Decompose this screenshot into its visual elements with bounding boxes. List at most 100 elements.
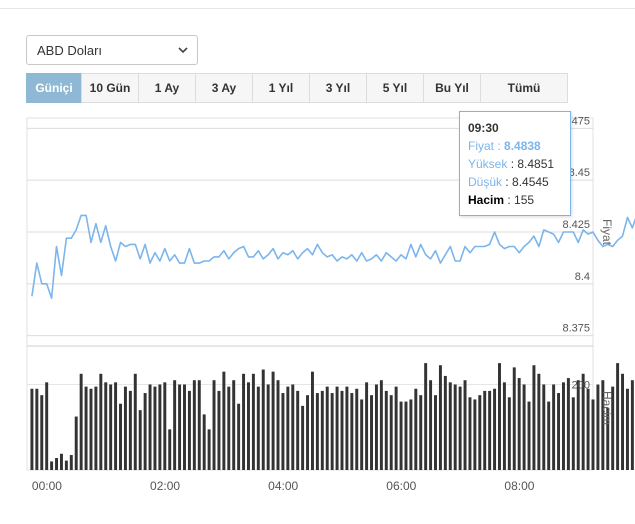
- top-divider: [0, 8, 635, 9]
- volume-bar: [394, 386, 398, 470]
- volume-bar: [630, 380, 634, 470]
- volume-bar: [217, 390, 221, 470]
- volume-bar: [478, 395, 482, 470]
- volume-bar: [547, 401, 551, 470]
- volume-bar: [473, 399, 477, 470]
- volume-bar: [616, 363, 620, 470]
- volume-bar: [611, 386, 615, 470]
- volume-bar: [325, 386, 329, 470]
- tooltip-volume-label: Hacim: [468, 193, 505, 207]
- volume-bar: [527, 401, 531, 470]
- volume-bar: [517, 378, 521, 470]
- volume-bar: [596, 384, 600, 470]
- volume-bar: [502, 382, 506, 470]
- volume-bar: [232, 380, 236, 470]
- volume-bar: [197, 380, 201, 470]
- volume-bar: [128, 390, 132, 470]
- volume-bar: [143, 393, 147, 470]
- volume-bar: [55, 458, 59, 470]
- volume-bar: [561, 382, 565, 470]
- volume-bar: [74, 416, 78, 470]
- volume-bar: [389, 395, 393, 470]
- volume-bar: [40, 395, 44, 470]
- volume-bar: [84, 386, 88, 470]
- tooltip-high-value: 8.4851: [517, 157, 555, 171]
- grid-lines: [27, 127, 593, 385]
- volume-axis-title: Hacim: [600, 391, 614, 425]
- volume-bar: [109, 384, 113, 470]
- volume-bar: [291, 384, 295, 470]
- chevron-down-icon: [178, 47, 188, 54]
- volume-bar: [419, 395, 423, 470]
- volume-bar: [591, 399, 595, 470]
- volume-bar: [438, 365, 442, 470]
- volume-bar: [443, 375, 447, 470]
- volume-bar: [94, 386, 98, 470]
- price-line: [31, 214, 635, 300]
- volume-bar: [192, 380, 196, 470]
- volume-bar: [30, 388, 34, 470]
- volume-bar: [64, 460, 68, 470]
- volume-bar: [488, 390, 492, 470]
- volume-bar: [365, 382, 369, 470]
- volume-bar: [458, 386, 462, 470]
- volume-bar: [586, 388, 590, 470]
- volume-bar: [453, 384, 457, 470]
- volume-bar: [266, 384, 270, 470]
- price-tick-label: 8.4: [575, 271, 590, 283]
- price-series: [31, 214, 635, 300]
- volume-bar: [173, 380, 177, 470]
- volume-bar: [306, 395, 310, 470]
- volume-bar: [468, 397, 472, 470]
- volume-bar: [360, 399, 364, 470]
- price-tick-label: 8.45: [569, 167, 590, 179]
- volume-bar: [104, 382, 108, 470]
- volume-bar: [310, 371, 314, 470]
- x-tick-label: 00:00: [32, 479, 62, 493]
- volume-bar: [59, 453, 63, 470]
- tab-gunici[interactable]: Güniçi: [26, 73, 82, 103]
- volume-bar: [301, 405, 305, 470]
- volume-bar: [374, 384, 378, 470]
- volume-bar: [571, 397, 575, 470]
- currency-select[interactable]: ABD Doları: [26, 35, 198, 65]
- volume-bar: [512, 367, 516, 470]
- tab-1-yil[interactable]: 1 Yıl: [252, 73, 310, 103]
- price-tick-label: 8.425: [562, 219, 590, 231]
- data-tooltip: 09:30 Fiyat : 8.4838 Yüksek : 8.4851 Düş…: [459, 111, 571, 216]
- volume-bar: [424, 363, 428, 470]
- volume-bar: [50, 461, 54, 470]
- volume-bar: [114, 382, 118, 470]
- volume-bar: [355, 388, 359, 470]
- volume-bar: [429, 380, 433, 470]
- tooltip-high-label: Yüksek: [468, 157, 508, 171]
- tab-10-gun[interactable]: 10 Gün: [81, 73, 139, 103]
- volume-bar: [621, 373, 625, 470]
- volume-bar: [123, 386, 127, 470]
- volume-bar: [35, 388, 39, 470]
- volume-bar: [448, 382, 452, 470]
- volume-bar: [45, 382, 49, 470]
- volume-bar: [315, 393, 319, 470]
- volume-bar: [522, 384, 526, 470]
- volume-bar: [212, 380, 216, 470]
- volume-bar: [119, 403, 122, 470]
- tab-bu-yil[interactable]: Bu Yıl: [423, 73, 481, 103]
- volume-bar: [350, 393, 354, 470]
- volume-bar: [345, 386, 349, 470]
- volume-bar: [69, 455, 73, 470]
- tab-tumu[interactable]: Tümü: [480, 73, 568, 103]
- volume-bars: [30, 363, 634, 470]
- volume-bar: [158, 384, 162, 470]
- volume-bar: [79, 373, 83, 470]
- volume-bar: [557, 393, 561, 470]
- volume-bar: [247, 382, 250, 470]
- volume-bar: [498, 363, 501, 470]
- volume-bar: [183, 384, 186, 470]
- volume-bar: [138, 410, 142, 470]
- volume-bar: [493, 388, 497, 470]
- volume-bar: [187, 390, 191, 470]
- volume-bar: [281, 393, 285, 470]
- volume-bar: [222, 371, 226, 470]
